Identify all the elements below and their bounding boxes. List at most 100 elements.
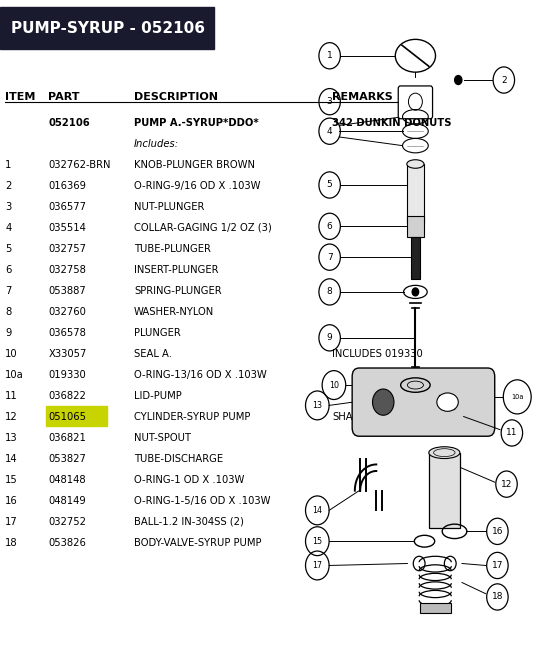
Text: 8: 8: [5, 307, 12, 317]
Text: BODY-VALVE-SYRUP PUMP: BODY-VALVE-SYRUP PUMP: [134, 538, 262, 548]
FancyBboxPatch shape: [429, 453, 460, 528]
Text: PLUNGER: PLUNGER: [134, 328, 181, 338]
Text: 048149: 048149: [48, 496, 86, 506]
Text: 4: 4: [327, 127, 332, 136]
Text: 5: 5: [5, 244, 12, 254]
Text: 6: 6: [5, 265, 12, 275]
Text: 2: 2: [5, 181, 12, 191]
Text: 032757: 032757: [48, 244, 86, 254]
FancyBboxPatch shape: [411, 237, 420, 279]
Text: NUT-SPOUT: NUT-SPOUT: [134, 433, 191, 443]
Text: 036822: 036822: [48, 391, 86, 401]
Text: 10a: 10a: [511, 394, 524, 400]
Ellipse shape: [429, 447, 460, 459]
Text: TUBE-DISCHARGE: TUBE-DISCHARGE: [134, 454, 223, 464]
Text: INSERT-PLUNGER: INSERT-PLUNGER: [134, 265, 219, 275]
Text: 8: 8: [327, 287, 332, 297]
Text: 019330: 019330: [48, 370, 86, 380]
Text: 15: 15: [5, 475, 18, 485]
Text: 10a: 10a: [5, 370, 24, 380]
Text: SEAL A.: SEAL A.: [134, 349, 172, 359]
Text: Includes:: Includes:: [134, 139, 179, 149]
Circle shape: [455, 75, 462, 85]
Text: LID-PUMP: LID-PUMP: [134, 391, 182, 401]
Text: 053826: 053826: [48, 538, 86, 548]
Text: 051065: 051065: [48, 412, 86, 422]
Text: 12: 12: [501, 480, 512, 489]
Text: PUMP-SYRUP - 052106: PUMP-SYRUP - 052106: [11, 21, 205, 35]
Text: 6: 6: [327, 222, 332, 231]
Text: 14: 14: [5, 454, 18, 464]
Text: COLLAR-GAGING 1/2 OZ (3): COLLAR-GAGING 1/2 OZ (3): [134, 223, 272, 233]
Text: 032762-BRN: 032762-BRN: [48, 160, 111, 170]
Text: 11: 11: [506, 428, 518, 438]
Text: 13: 13: [5, 433, 18, 443]
Text: 1: 1: [327, 51, 332, 60]
Text: 17: 17: [492, 561, 503, 570]
Ellipse shape: [407, 159, 424, 168]
Text: 13: 13: [312, 401, 322, 410]
Circle shape: [412, 288, 419, 296]
Text: 036578: 036578: [48, 328, 86, 338]
Text: 15: 15: [312, 537, 322, 546]
Text: 036577: 036577: [48, 202, 86, 212]
Text: 035514: 035514: [48, 223, 86, 233]
Text: 5: 5: [327, 180, 332, 190]
Text: 3: 3: [327, 97, 332, 106]
Text: 18: 18: [492, 592, 503, 602]
Text: DESCRIPTION: DESCRIPTION: [134, 92, 218, 102]
Text: 032760: 032760: [48, 307, 86, 317]
Text: 9: 9: [327, 333, 332, 342]
Text: O-RING-1 OD X .103W: O-RING-1 OD X .103W: [134, 475, 244, 485]
FancyBboxPatch shape: [420, 603, 451, 613]
Text: REMARKS: REMARKS: [332, 92, 393, 102]
Text: PART: PART: [48, 92, 80, 102]
Text: X33057: X33057: [48, 349, 87, 359]
Text: NUT-PLUNGER: NUT-PLUNGER: [134, 202, 204, 212]
Text: 18: 18: [5, 538, 18, 548]
FancyBboxPatch shape: [407, 216, 424, 237]
Text: 016369: 016369: [48, 181, 86, 191]
FancyBboxPatch shape: [46, 406, 107, 426]
FancyBboxPatch shape: [407, 164, 424, 223]
Circle shape: [413, 556, 425, 571]
Text: PUMP A.-SYRUP*DDO*: PUMP A.-SYRUP*DDO*: [134, 118, 259, 128]
Text: 1: 1: [5, 160, 12, 170]
Text: O-RING-13/16 OD X .103W: O-RING-13/16 OD X .103W: [134, 370, 267, 380]
Text: 16: 16: [492, 527, 503, 536]
Ellipse shape: [437, 393, 458, 411]
Text: 036821: 036821: [48, 433, 86, 443]
Text: 17: 17: [5, 517, 18, 527]
Circle shape: [373, 389, 394, 415]
FancyBboxPatch shape: [398, 86, 433, 119]
Text: ITEM: ITEM: [5, 92, 36, 102]
Circle shape: [444, 556, 456, 571]
Text: O-RING-9/16 OD X .103W: O-RING-9/16 OD X .103W: [134, 181, 260, 191]
Text: 032758: 032758: [48, 265, 86, 275]
Text: SPRING-PLUNGER: SPRING-PLUNGER: [134, 286, 221, 296]
Text: 17: 17: [312, 561, 322, 570]
Text: 7: 7: [327, 253, 332, 262]
Text: 3: 3: [5, 202, 12, 212]
Text: 342 DUNKIN DONUTS: 342 DUNKIN DONUTS: [332, 118, 452, 128]
Text: INCLUDES 019330: INCLUDES 019330: [332, 349, 423, 359]
FancyBboxPatch shape: [0, 7, 214, 49]
Text: 7: 7: [5, 286, 12, 296]
Text: SHALLOW: SHALLOW: [332, 412, 381, 422]
Text: 10: 10: [5, 349, 18, 359]
FancyBboxPatch shape: [352, 368, 495, 436]
Text: 14: 14: [312, 506, 322, 515]
Text: 048148: 048148: [48, 475, 86, 485]
Text: WASHER-NYLON: WASHER-NYLON: [134, 307, 214, 317]
Text: 053827: 053827: [48, 454, 86, 464]
Text: 12: 12: [5, 412, 18, 422]
Text: 053887: 053887: [48, 286, 86, 296]
Text: 16: 16: [5, 496, 18, 506]
Text: 9: 9: [5, 328, 12, 338]
Text: O-RING-1-5/16 OD X .103W: O-RING-1-5/16 OD X .103W: [134, 496, 271, 506]
Text: 4: 4: [5, 223, 12, 233]
Text: BALL-1.2 IN-304SS (2): BALL-1.2 IN-304SS (2): [134, 517, 244, 527]
Text: TUBE-PLUNGER: TUBE-PLUNGER: [134, 244, 211, 254]
Text: CYLINDER-SYRUP PUMP: CYLINDER-SYRUP PUMP: [134, 412, 250, 422]
Text: 10: 10: [329, 380, 339, 390]
